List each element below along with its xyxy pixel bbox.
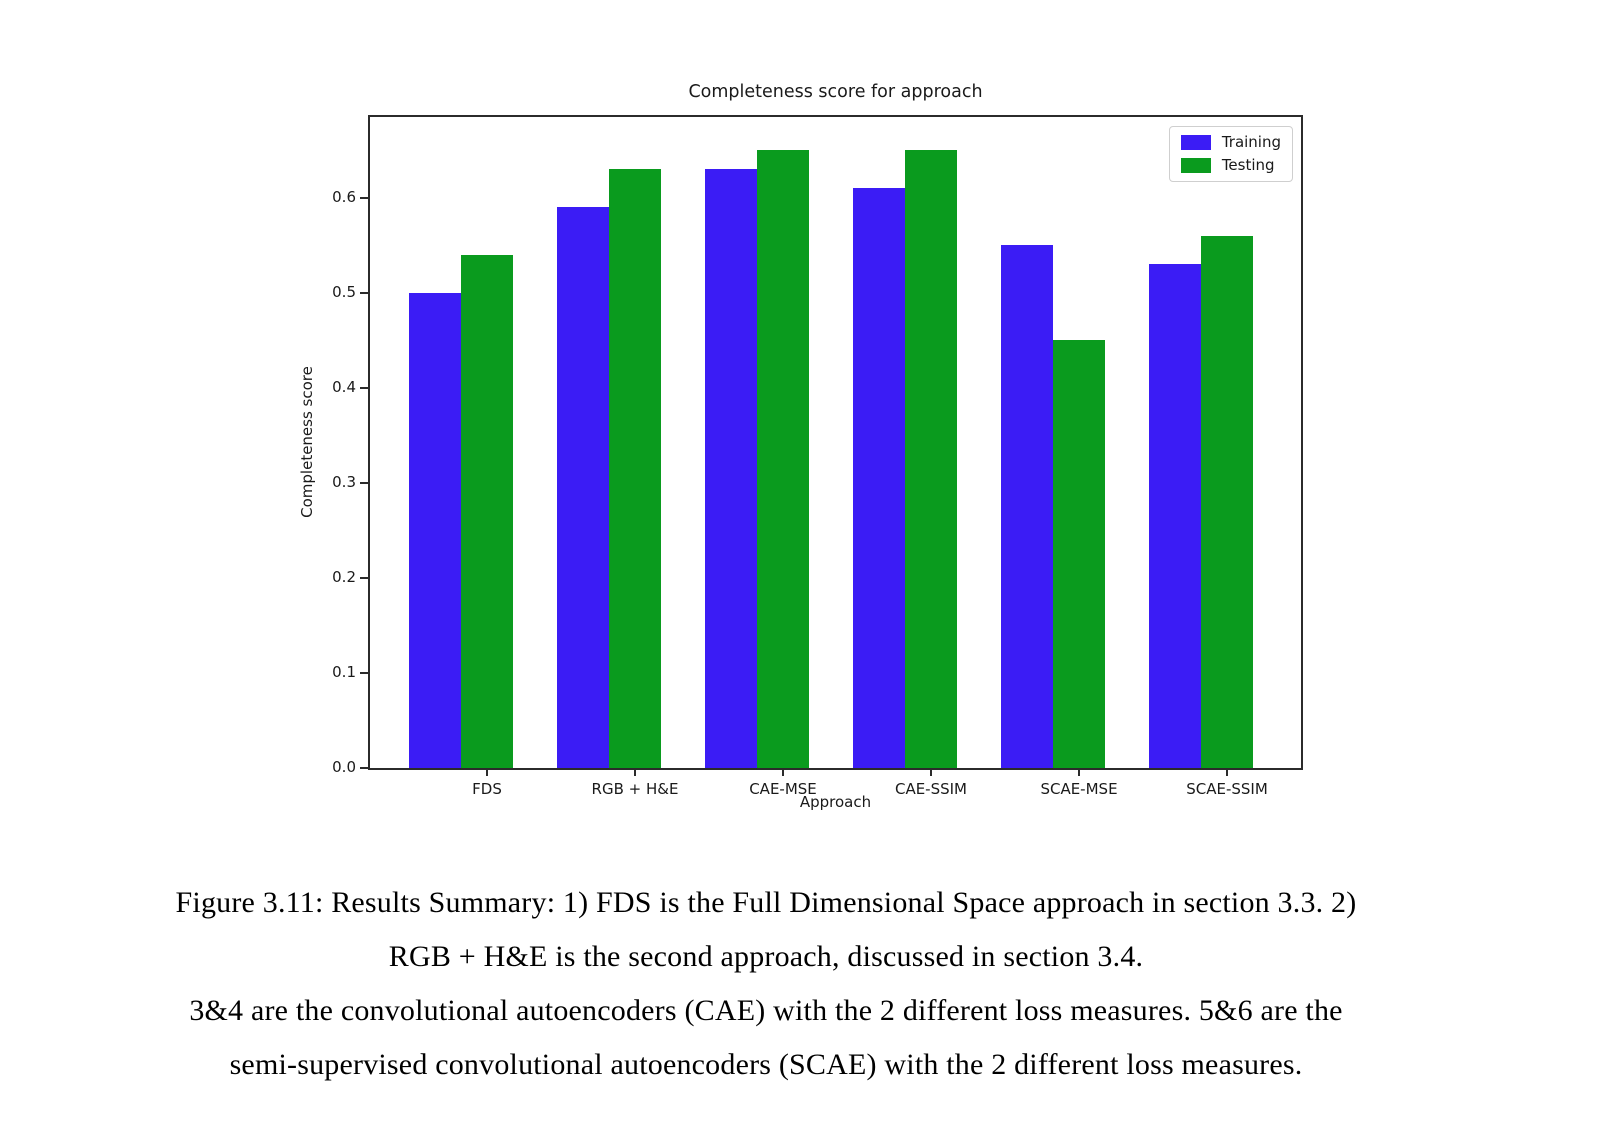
bar-testing-fds <box>461 254 513 768</box>
y-tick-mark <box>360 576 368 579</box>
y-tick-label: 0.1 <box>332 662 356 681</box>
bar-training-cae-ssim <box>853 188 905 768</box>
legend-entry-testing: Testing <box>1180 156 1281 174</box>
bar-testing-cae-mse <box>757 150 809 768</box>
caption-line-2: RGB + H&E is the second approach, discus… <box>388 940 1144 973</box>
chart-title: Completeness score for approach <box>688 82 983 102</box>
x-tick-label-fds: FDS <box>472 780 502 798</box>
x-tick-mark <box>782 768 784 776</box>
y-tick-label: 0.4 <box>332 377 356 396</box>
bar-training-cae-mse <box>705 169 757 768</box>
x-tick-label-scae-mse: SCAE-MSE <box>1040 780 1118 798</box>
bar-testing-rgb-h-e <box>609 169 661 768</box>
legend-entry-training: Training <box>1180 133 1281 151</box>
x-tick-label-cae-mse: CAE-MSE <box>749 780 817 798</box>
y-tick-label: 0.5 <box>332 282 356 301</box>
x-tick-mark <box>1226 768 1228 776</box>
y-tick-label: 0.3 <box>332 472 356 491</box>
x-tick-mark <box>1078 768 1080 776</box>
y-tick-mark <box>360 291 368 294</box>
y-tick-mark <box>360 481 368 484</box>
y-tick-label: 0.0 <box>332 758 356 776</box>
legend-label-testing: Testing <box>1221 156 1275 174</box>
y-tick-label: 0.6 <box>332 187 356 206</box>
legend-swatch-training <box>1180 135 1211 150</box>
chart-legend: Training Testing <box>1168 126 1293 182</box>
y-tick-mark <box>360 386 368 389</box>
bar-testing-cae-ssim <box>905 150 957 768</box>
x-tick-label-rgb-h-e: RGB + H&E <box>591 780 679 798</box>
legend-swatch-testing <box>1180 158 1211 173</box>
x-tick-label-scae-ssim: SCAE-SSIM <box>1186 780 1268 798</box>
bar-training-scae-mse <box>1001 245 1053 768</box>
y-tick-mark <box>360 671 368 674</box>
caption-line-3: 3&4 are the convolutional autoencoders (… <box>189 994 1343 1027</box>
bar-training-rgb-h-e <box>557 207 609 768</box>
y-tick-mark <box>360 767 368 769</box>
x-tick-mark <box>930 768 932 776</box>
bar-training-fds <box>409 292 461 768</box>
y-tick-mark <box>360 196 368 199</box>
x-axis-label: Approach <box>799 793 872 811</box>
bar-testing-scae-mse <box>1053 340 1105 768</box>
x-tick-mark <box>486 768 488 776</box>
caption-line-1: Figure 3.11: Results Summary: 1) FDS is … <box>175 886 1357 919</box>
legend-label-training: Training <box>1221 133 1281 151</box>
caption-line-4: semi-supervised convolutional autoencode… <box>229 1048 1303 1081</box>
plot-area: Training Testing 0.0 0.1 0.2 0.3 0.4 0.5 0.6 FDS… <box>332 115 1303 798</box>
bar-training-scae-ssim <box>1149 264 1201 768</box>
x-tick-mark <box>634 768 636 776</box>
y-tick-label: 0.2 <box>332 567 356 586</box>
x-tick-label-cae-ssim: CAE-SSIM <box>894 780 968 798</box>
bar-testing-scae-ssim <box>1201 235 1253 768</box>
figure-caption: Figure 3.11: Results Summary: 1) FDS is … <box>2 876 1530 1092</box>
